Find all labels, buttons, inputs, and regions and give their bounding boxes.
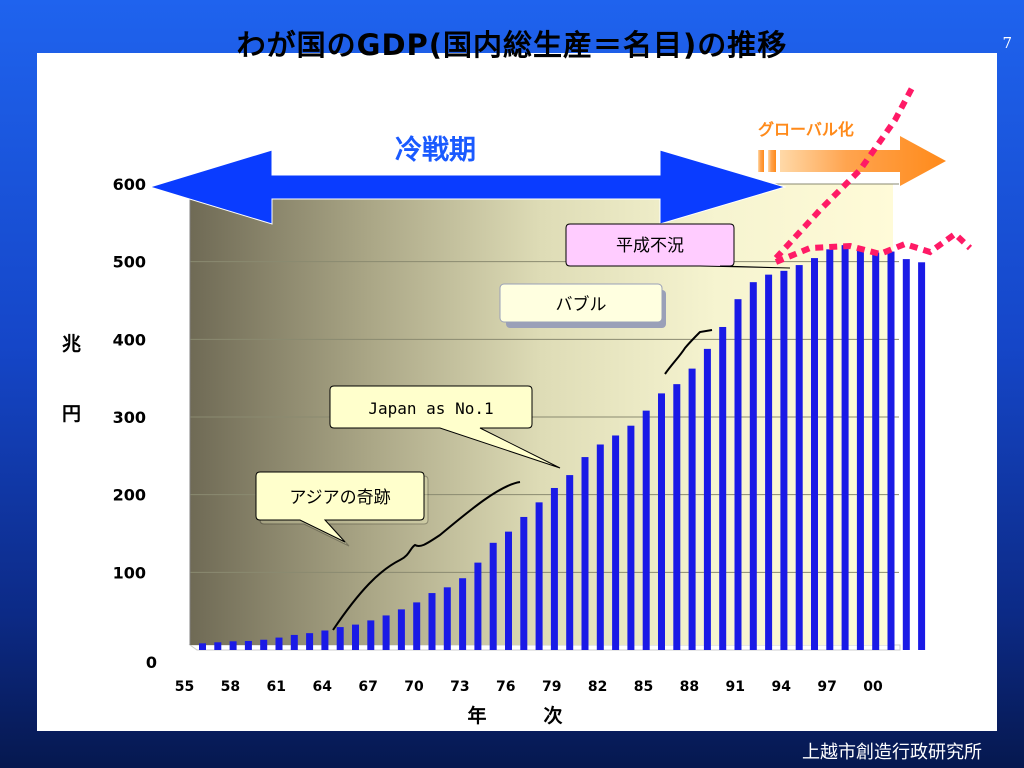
x-axis-title: 年 次	[467, 704, 562, 727]
x-tick-label: 61	[267, 679, 286, 695]
bar-97	[841, 245, 849, 651]
y-axis-unit-2: 円	[62, 403, 81, 425]
bar-86	[673, 384, 681, 650]
bar-61	[290, 634, 298, 650]
x-tick-label: 85	[634, 679, 653, 695]
bar-79	[566, 475, 574, 650]
asia-miracle-label: アジアの奇跡	[289, 488, 390, 508]
bar-87	[688, 368, 696, 650]
asia-miracle-brace	[332, 481, 521, 631]
x-tick-label: 94	[771, 679, 791, 695]
bar-62	[306, 633, 314, 650]
x-tick-label: 79	[542, 679, 561, 695]
bar-63	[321, 630, 329, 650]
bar-96	[826, 249, 834, 650]
x-tick-label: 82	[588, 679, 607, 695]
bar-02	[918, 262, 926, 650]
bar-93	[780, 270, 788, 650]
x-axis-ticks: 55 58 61 64 67 70 73 76 79 82 85 88 91 94 97 00	[175, 679, 883, 695]
y-tick-label: 500	[113, 253, 146, 272]
bar-85	[658, 393, 665, 650]
page-number: 7	[1002, 34, 1012, 52]
x-tick-label: 97	[817, 679, 836, 695]
cold-war-arrow	[148, 149, 787, 225]
bar-75	[505, 531, 512, 650]
bar-83	[627, 425, 635, 650]
x-tick-label: 67	[358, 679, 377, 695]
bar-84	[642, 410, 650, 650]
stagnation-dashed-line	[774, 230, 973, 265]
y-axis-ticks: 0 100 200 300 400 500 600	[113, 175, 157, 672]
y-tick-label: 0	[146, 653, 157, 672]
y-tick-label: 200	[113, 486, 146, 505]
chart-title: わが国のGDP(国内総生産＝名目)の推移	[236, 28, 788, 62]
bar-60	[275, 637, 283, 650]
footer-credit: 上越市創造行政研究所	[802, 742, 982, 763]
globalization-arrow-stripe-2	[768, 150, 776, 172]
bar-73	[474, 562, 482, 650]
x-tick-label: 76	[496, 679, 515, 695]
bar-69	[413, 602, 421, 650]
bar-91	[749, 282, 757, 650]
bar-76	[520, 516, 528, 650]
bar-82	[612, 435, 620, 650]
bar-98	[856, 249, 864, 651]
x-tick-label: 55	[175, 679, 194, 695]
y-tick-label: 400	[113, 330, 146, 349]
x-tick-label: 73	[450, 679, 469, 695]
bar-64	[336, 627, 344, 650]
heisei-label: 平成不況	[616, 236, 684, 256]
bar-57	[229, 641, 237, 650]
bar-71	[443, 587, 451, 650]
x-tick-label: 58	[221, 679, 240, 695]
bar-92	[765, 274, 773, 650]
bar-67	[382, 615, 390, 650]
cold-war-label: 冷戦期	[395, 135, 476, 166]
bar-89	[719, 326, 727, 650]
bar-88	[703, 348, 711, 650]
bar-78	[550, 487, 558, 650]
x-tick-label: 64	[312, 679, 332, 695]
bar-00	[887, 251, 895, 650]
bar-65	[352, 624, 359, 650]
bar-01	[902, 259, 910, 650]
bar-80	[581, 457, 589, 650]
bubble-callout: バブル	[499, 283, 666, 328]
bar-94	[795, 265, 803, 650]
bar-95	[811, 258, 818, 650]
x-tick-label: 00	[863, 679, 883, 695]
bar-70	[428, 593, 436, 650]
x-tick-label: 88	[680, 679, 699, 695]
bar-58	[244, 640, 252, 650]
bar-74	[489, 542, 497, 650]
asia-miracle-callout: アジアの奇跡	[255, 471, 429, 547]
bar-99	[872, 252, 880, 650]
globalization-arrow-stripe-1	[758, 150, 764, 172]
bar-66	[367, 620, 375, 650]
heisei-callout: 平成不況	[565, 223, 791, 269]
growth-trend-dashed-line	[773, 86, 915, 261]
x-tick-label: 70	[404, 679, 424, 695]
bar-81	[596, 444, 604, 650]
bar-72	[459, 578, 467, 650]
globalization-label: グローバル化	[758, 120, 854, 139]
bars	[199, 245, 926, 651]
bubble-brace	[664, 329, 713, 375]
x-tick-label: 91	[726, 679, 745, 695]
bar-56	[214, 642, 222, 650]
bar-55	[199, 643, 206, 650]
japan-no1-label: Japan as No.1	[368, 399, 493, 418]
y-tick-label: 600	[113, 175, 146, 194]
y-tick-label: 300	[113, 408, 146, 427]
bar-68	[397, 609, 405, 650]
y-axis-unit-1: 兆	[62, 333, 81, 355]
bar-59	[260, 639, 268, 650]
bubble-label: バブル	[556, 294, 607, 315]
bar-77	[535, 502, 543, 650]
bar-90	[734, 299, 742, 650]
y-tick-label: 100	[113, 563, 146, 582]
japan-no1-callout: Japan as No.1	[329, 385, 561, 469]
